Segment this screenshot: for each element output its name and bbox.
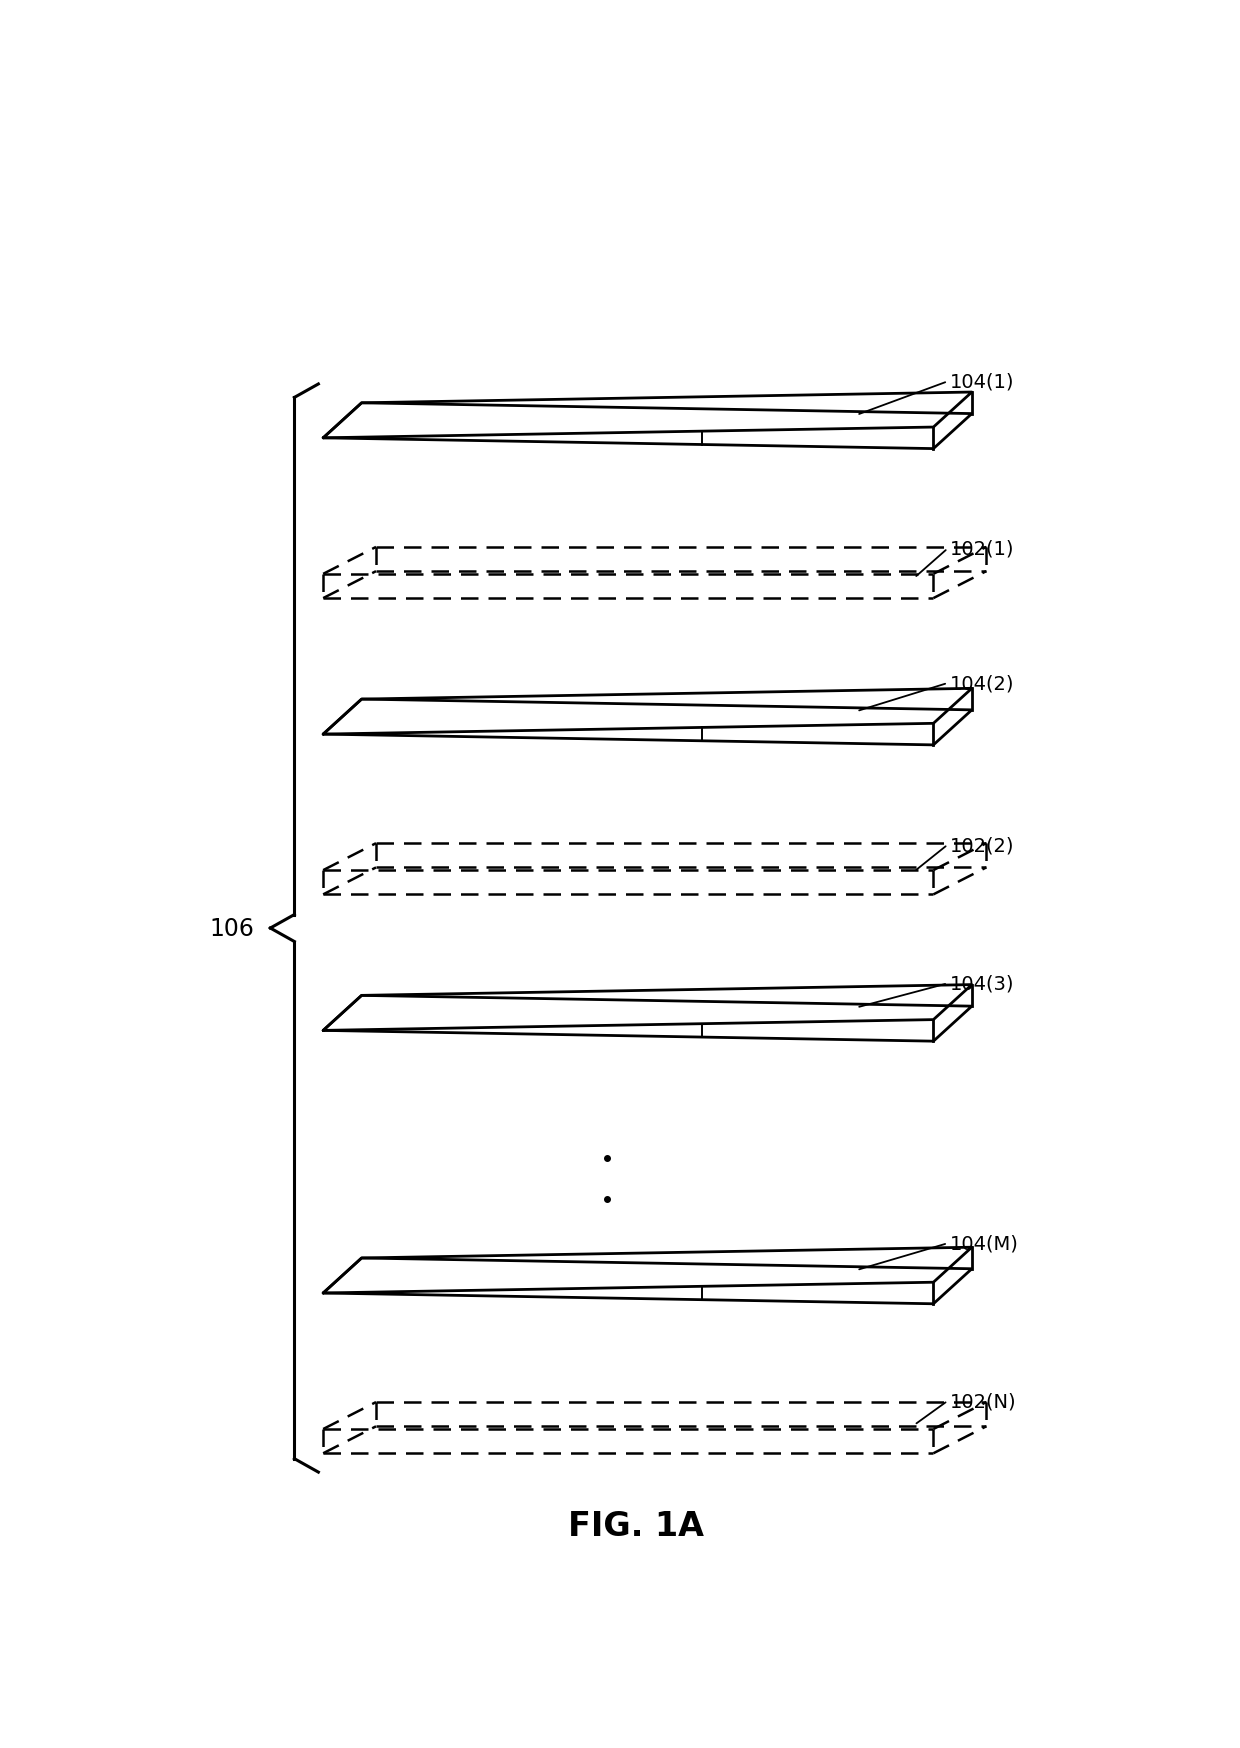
Text: FIG. 1A: FIG. 1A bbox=[568, 1510, 703, 1542]
Text: 102(N): 102(N) bbox=[950, 1391, 1017, 1411]
Text: 104(M): 104(M) bbox=[950, 1234, 1018, 1253]
Text: 106: 106 bbox=[210, 916, 254, 940]
Text: 102(1): 102(1) bbox=[950, 540, 1014, 558]
Text: 102(2): 102(2) bbox=[950, 836, 1014, 855]
Text: 104(2): 104(2) bbox=[950, 675, 1014, 692]
Text: 104(1): 104(1) bbox=[950, 372, 1014, 392]
Text: 104(3): 104(3) bbox=[950, 974, 1014, 993]
